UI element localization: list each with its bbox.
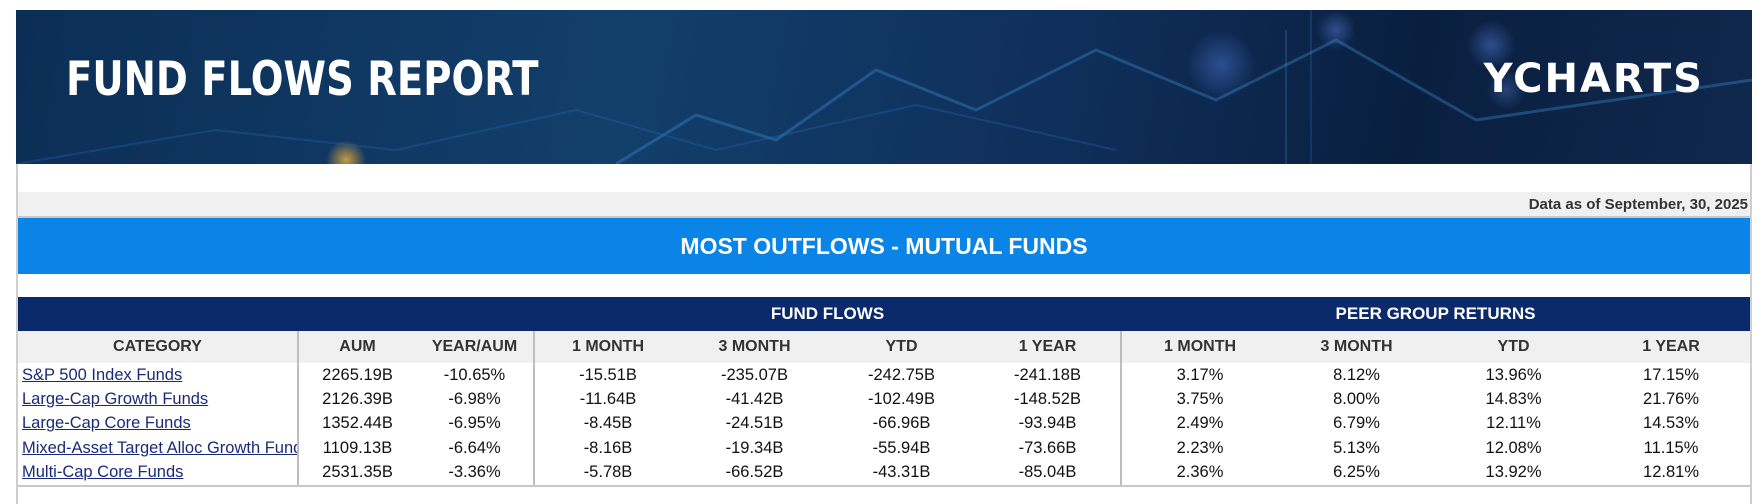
year-aum-cell: -6.98% (448, 390, 501, 409)
ycharts-logo: YCHARTS (1483, 56, 1704, 102)
decorative-glow (1186, 30, 1256, 100)
pr-3-month-cell: 8.12% (1333, 365, 1380, 384)
decorative-glow (1466, 20, 1516, 70)
col-header-year-aum: YEAR/AUM (416, 331, 534, 363)
outflows-table: FUND FLOWS PEER GROUP RETURNS CATEGORY A… (18, 297, 1751, 487)
col-header-category: CATEGORY (18, 331, 298, 363)
pr-1-month-cell: 3.17% (1120, 363, 1279, 388)
decorative-glow (1486, 70, 1526, 110)
report-title: FUND FLOWS REPORT (66, 52, 539, 107)
aum-cell: 2531.35B (297, 460, 416, 487)
category-link[interactable]: Mixed-Asset Target Alloc Growth Funds (22, 438, 298, 457)
pr-1-year-cell: 14.53% (1643, 414, 1699, 433)
ff-3-month-cell: -41.42B (725, 390, 784, 409)
ff-3-month-cell: -66.52B (681, 460, 828, 487)
category-link[interactable]: S&P 500 Index Funds (22, 365, 183, 384)
ff-1-year-cell: -148.52B (1014, 390, 1081, 409)
table-row: Large-Cap Core Funds 1352.44B -6.95% -8.… (18, 411, 1750, 437)
aum-cell: 2126.39B (297, 387, 416, 412)
col-header-ff-1-year: 1 YEAR (975, 331, 1122, 363)
pr-1-month-cell: 3.75% (1120, 387, 1279, 412)
ff-1-year-cell: -73.66B (1018, 438, 1077, 457)
ff-1-month-cell: -8.16B (533, 436, 681, 461)
pr-3-month-cell: 6.25% (1278, 460, 1436, 487)
ff-1-month-cell: -8.45B (533, 411, 681, 437)
col-header-ff-ytd: YTD (828, 331, 975, 363)
pr-1-year-cell: 17.15% (1643, 365, 1699, 384)
col-header-ff-3-month: 3 MONTH (681, 331, 828, 363)
group-header-peer-group-returns: PEER GROUP RETURNS (1121, 297, 1751, 331)
pr-ytd-cell: 14.83% (1485, 390, 1542, 409)
table-row: Multi-Cap Core Funds 2531.35B -3.36% -5.… (18, 460, 1751, 487)
year-aum-cell: -3.36% (416, 460, 534, 487)
ff-ytd-cell: -66.96B (872, 414, 931, 433)
ff-3-month-cell: -19.34B (725, 438, 784, 457)
as-of-bar: Data as of September, 30, 2025 (18, 192, 1750, 218)
ff-1-year-cell: -93.94B (1018, 414, 1077, 433)
pr-1-year-cell: 21.76% (1643, 390, 1699, 409)
section-title: MOST OUTFLOWS - MUTUAL FUNDS (18, 218, 1750, 274)
ff-3-month-cell: -235.07B (721, 365, 788, 384)
year-aum-cell: -6.64% (448, 438, 501, 457)
pr-3-month-cell: 8.00% (1333, 390, 1380, 409)
decorative-glow (1316, 10, 1356, 50)
report-frame (16, 10, 1752, 504)
ff-ytd-cell: -55.94B (872, 438, 931, 457)
year-aum-cell: -6.95% (448, 414, 501, 433)
category-link[interactable]: Large-Cap Growth Funds (22, 390, 209, 409)
pr-ytd-cell: 13.96% (1485, 365, 1542, 384)
column-header-row: CATEGORY AUM YEAR/AUM 1 MONTH 3 MONTH YT… (18, 331, 1751, 363)
table-row: Mixed-Asset Target Alloc Growth Funds 11… (18, 436, 1750, 461)
category-link[interactable]: Multi-Cap Core Funds (22, 463, 184, 482)
col-header-pr-1-year: 1 YEAR (1592, 331, 1751, 363)
aum-cell: 2265.19B (297, 363, 416, 388)
aum-cell: 1352.44B (297, 411, 416, 437)
pr-3-month-cell: 5.13% (1333, 438, 1380, 457)
header-banner: FUND FLOWS REPORT YCHARTS (16, 10, 1752, 164)
group-header-blank (18, 297, 534, 331)
ff-1-month-cell: -5.78B (533, 460, 681, 487)
col-header-ff-1-month: 1 MONTH (533, 331, 681, 363)
ff-1-month-cell: -15.51B (533, 363, 681, 388)
col-header-pr-3-month: 3 MONTH (1278, 331, 1436, 363)
col-header-pr-1-month: 1 MONTH (1120, 331, 1279, 363)
pr-1-month-cell: 2.49% (1120, 411, 1279, 437)
ff-3-month-cell: -24.51B (725, 414, 784, 433)
col-header-aum: AUM (297, 331, 416, 363)
ff-ytd-cell: -242.75B (868, 365, 935, 384)
pr-1-month-cell: 2.23% (1120, 436, 1279, 461)
col-header-pr-ytd: YTD (1435, 331, 1593, 363)
pr-ytd-cell: 12.11% (1486, 414, 1541, 433)
ff-1-month-cell: -11.64B (533, 387, 681, 412)
aum-cell: 1109.13B (297, 436, 416, 461)
group-header-row: FUND FLOWS PEER GROUP RETURNS (18, 297, 1751, 331)
ff-1-year-cell: -241.18B (1014, 365, 1081, 384)
category-link[interactable]: Large-Cap Core Funds (22, 414, 191, 433)
table-row: S&P 500 Index Funds 2265.19B -10.65% -15… (18, 363, 1750, 388)
pr-ytd-cell: 13.92% (1435, 460, 1593, 487)
pr-3-month-cell: 6.79% (1333, 414, 1380, 433)
pr-1-month-cell: 2.36% (1120, 460, 1279, 487)
ff-1-year-cell: -85.04B (975, 460, 1122, 487)
group-header-fund-flows: FUND FLOWS (534, 297, 1122, 331)
ff-ytd-cell: -102.49B (868, 390, 935, 409)
banner-chart-lines (16, 10, 1752, 164)
year-aum-cell: -10.65% (443, 365, 506, 384)
pr-1-year-cell: 12.81% (1592, 460, 1751, 487)
ff-ytd-cell: -43.31B (828, 460, 975, 487)
pr-1-year-cell: 11.15% (1643, 438, 1699, 457)
pr-ytd-cell: 12.08% (1485, 438, 1542, 457)
table-row: Large-Cap Growth Funds 2126.39B -6.98% -… (18, 387, 1750, 412)
as-of-date: Data as of September, 30, 2025 (1528, 196, 1748, 213)
